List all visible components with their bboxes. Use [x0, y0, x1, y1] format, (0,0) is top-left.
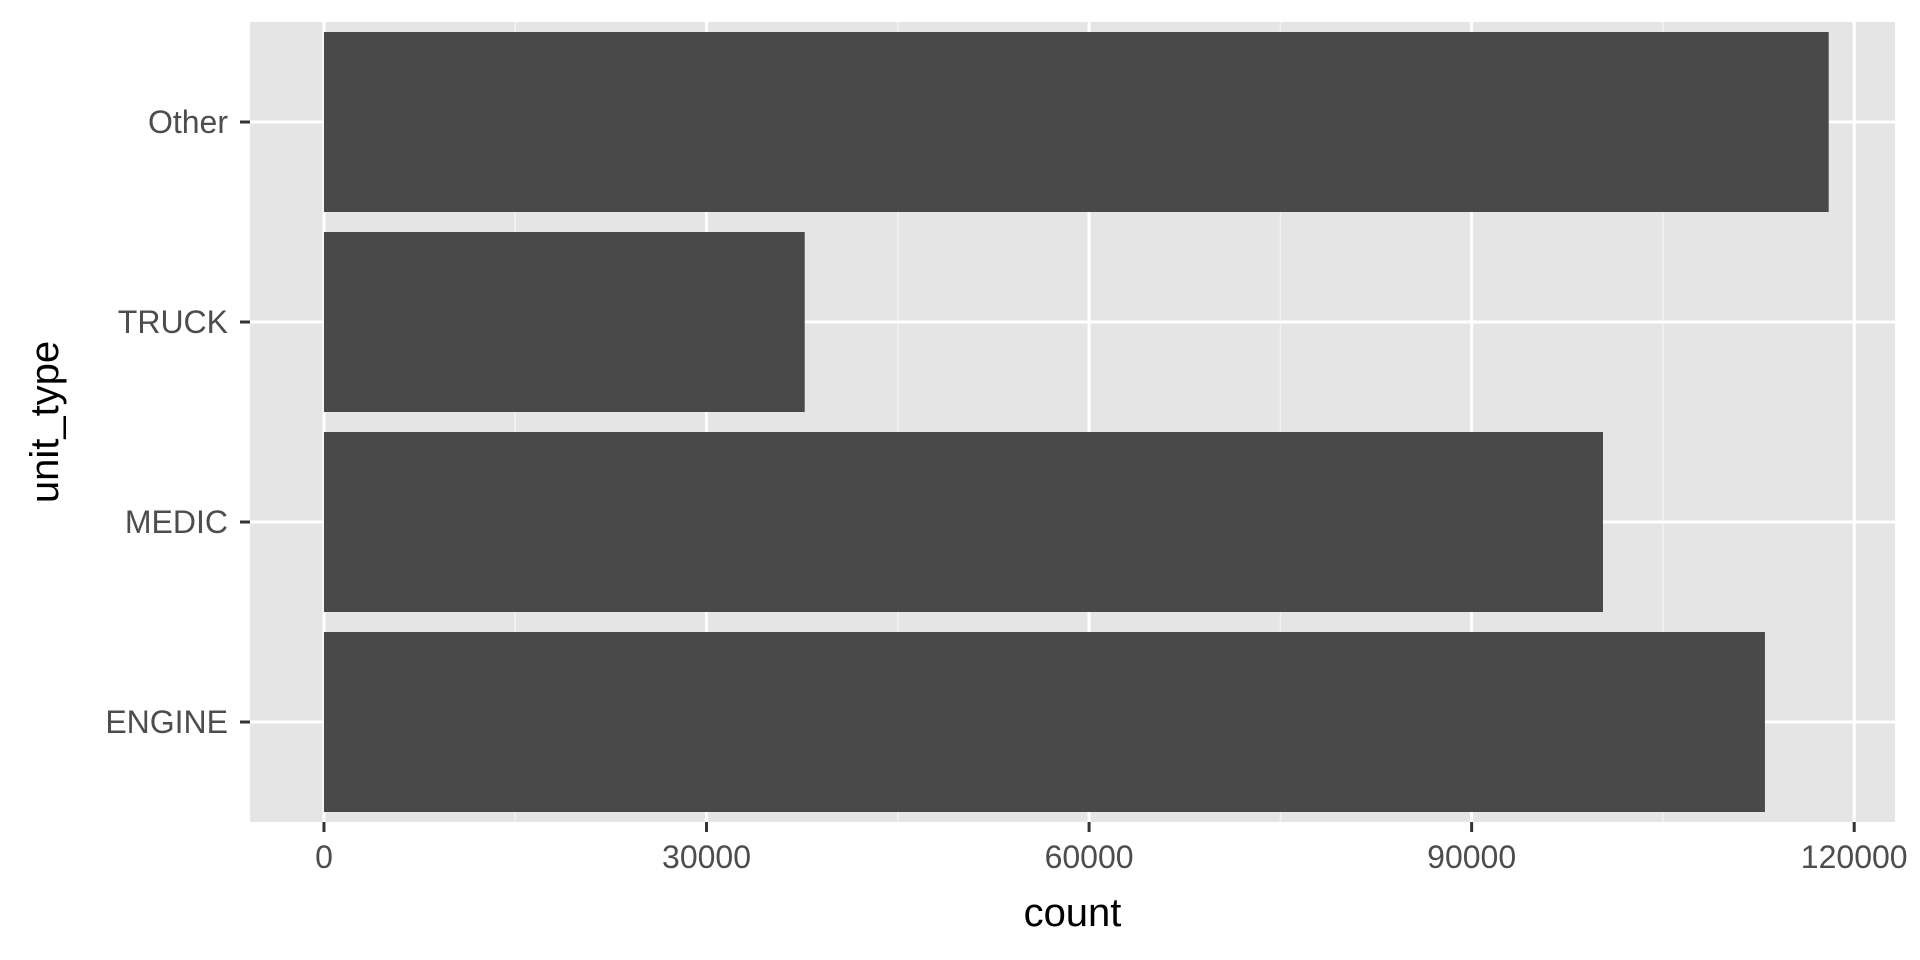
x-tick-label: 0 — [315, 839, 333, 875]
bar-other — [323, 32, 1829, 212]
x-tick-label: 120000 — [1801, 839, 1908, 875]
x-axis: 0 30000 60000 90000 120000 — [315, 822, 1908, 875]
y-tick-label-medic: MEDIC — [125, 504, 228, 540]
y-tick-label-truck: TRUCK — [118, 304, 228, 340]
y-tick-label-engine: ENGINE — [105, 704, 228, 740]
bar-engine — [323, 632, 1765, 812]
y-tick-label-other: Other — [148, 104, 228, 140]
x-tick-label: 90000 — [1427, 839, 1516, 875]
x-tick-label: 60000 — [1045, 839, 1134, 875]
bar-truck — [323, 232, 805, 412]
y-axis: ENGINE MEDIC TRUCK Other — [105, 104, 250, 740]
bars — [323, 32, 1829, 812]
y-axis-title: unit_type — [23, 341, 67, 503]
x-tick-label: 30000 — [662, 839, 751, 875]
bar-medic — [323, 432, 1603, 612]
x-axis-title: count — [1024, 891, 1122, 935]
